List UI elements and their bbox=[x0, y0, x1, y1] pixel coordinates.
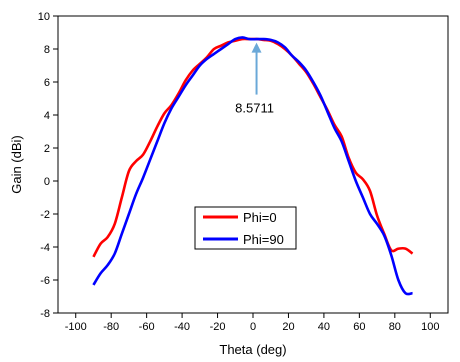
y-tick-label: -4 bbox=[40, 242, 50, 254]
x-tick-label: -60 bbox=[139, 321, 155, 333]
x-tick-label: 60 bbox=[353, 321, 365, 333]
y-tick-label: -2 bbox=[40, 209, 50, 221]
annotation-arrowhead bbox=[251, 42, 262, 53]
x-tick-label: -100 bbox=[65, 321, 87, 333]
y-tick-label: 2 bbox=[44, 143, 50, 155]
y-axis-title: Gain (dBi) bbox=[9, 135, 24, 194]
peak-gain-label: 8.5711 bbox=[235, 101, 274, 116]
y-tick-label: 6 bbox=[44, 77, 50, 89]
x-tick-label: 20 bbox=[282, 321, 294, 333]
plot-area-frame bbox=[57, 15, 449, 314]
x-tick-label: 100 bbox=[421, 321, 439, 333]
y-tick-label: 10 bbox=[38, 11, 50, 23]
y-tick-label: 8 bbox=[44, 44, 50, 56]
x-axis-title: Theta (deg) bbox=[219, 342, 286, 357]
x-tick-label: 80 bbox=[389, 321, 401, 333]
y-tick-label: 4 bbox=[44, 110, 50, 122]
series-line-1 bbox=[92, 36, 413, 296]
x-tick-label: -20 bbox=[210, 321, 226, 333]
x-tick-label: 40 bbox=[318, 321, 330, 333]
x-tick-label: -80 bbox=[103, 321, 119, 333]
legend-label-phi90: Phi=90 bbox=[243, 232, 284, 247]
y-tick-label: -8 bbox=[40, 308, 50, 320]
y-tick-label: -6 bbox=[40, 275, 50, 287]
legend: Phi=0 Phi=90 bbox=[194, 206, 297, 250]
y-tick-label: 0 bbox=[44, 176, 50, 188]
x-tick-label: 0 bbox=[250, 321, 256, 333]
x-tick-label: -40 bbox=[174, 321, 190, 333]
legend-label-phi0: Phi=0 bbox=[243, 210, 277, 225]
